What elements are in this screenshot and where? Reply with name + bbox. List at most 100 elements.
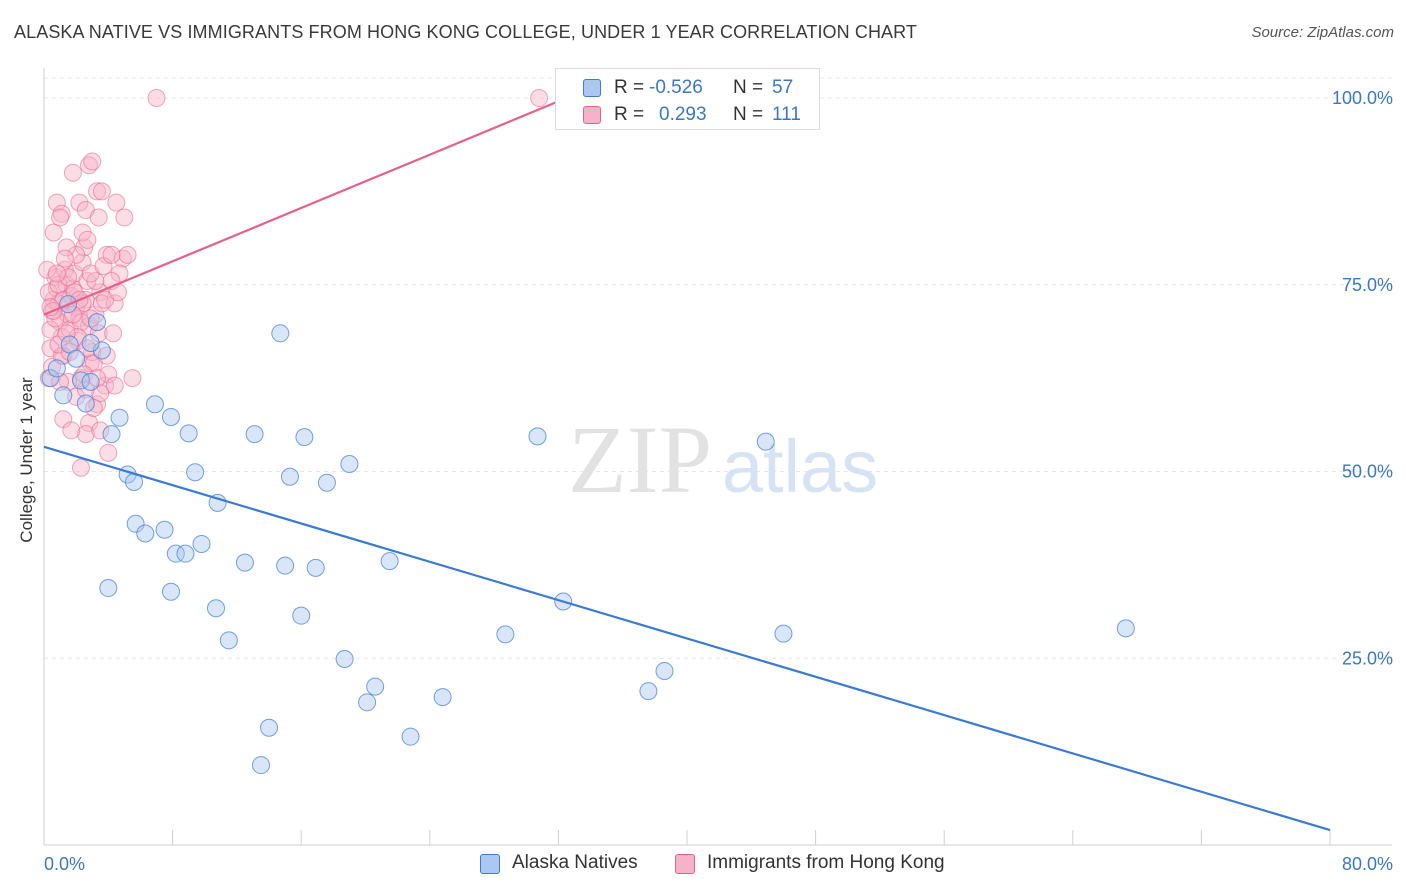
series-alaska-natives-points [41, 295, 1135, 775]
data-point-hong-kong [38, 260, 57, 279]
data-point-alaska-native [260, 718, 279, 737]
data-point-hong-kong [91, 421, 110, 440]
data-point-alaska-native [176, 544, 195, 563]
data-point-alaska-native [1116, 619, 1135, 638]
data-point-hong-kong [78, 339, 97, 358]
trend-lines [43, 96, 1331, 832]
data-point-alaska-native [774, 624, 793, 643]
data-point-alaska-native [136, 524, 155, 543]
data-point-alaska-native [292, 606, 311, 625]
data-point-hong-kong [51, 208, 70, 227]
data-point-hong-kong [57, 238, 76, 257]
data-point-alaska-native [41, 369, 60, 388]
data-point-hong-kong [105, 294, 124, 313]
data-point-alaska-native [280, 467, 299, 486]
legend-n-label: N = [733, 77, 764, 98]
data-point-alaska-native [166, 544, 185, 563]
data-point-alaska-native [276, 556, 295, 575]
data-point-alaska-native [358, 693, 377, 712]
data-point-hong-kong [63, 305, 82, 324]
axes [43, 68, 1392, 846]
data-point-alaska-native [271, 324, 290, 343]
data-point-hong-kong [107, 193, 126, 212]
data-point-hong-kong [102, 245, 121, 264]
legend-swatch-blue [583, 79, 601, 97]
data-point-alaska-native [380, 552, 399, 571]
legend-swatch-pink [583, 106, 601, 124]
data-point-alaska-native [528, 427, 547, 446]
legend-row-alaska: R = -0.526 N = 57 [556, 73, 819, 101]
data-point-hong-kong [44, 223, 63, 242]
data-point-hong-kong [92, 182, 111, 201]
data-point-hong-kong [62, 421, 81, 440]
data-point-hong-kong [49, 275, 68, 294]
source-label: Source: ZipAtlas.com [1251, 24, 1394, 41]
data-point-hong-kong [88, 182, 107, 201]
data-point-alaska-native [99, 579, 118, 598]
data-point-hong-kong [51, 372, 70, 391]
data-point-alaska-native [756, 432, 775, 451]
data-point-alaska-native [208, 493, 227, 512]
legend-n-label: N = [733, 104, 764, 125]
data-point-hong-kong [55, 249, 74, 268]
data-point-alaska-native [88, 313, 107, 332]
legend-swatch-blue [480, 854, 500, 874]
data-point-alaska-native [496, 625, 515, 644]
data-point-alaska-native [81, 372, 100, 391]
legend-r-value: -0.526 [649, 77, 703, 98]
data-point-alaska-native [102, 425, 121, 444]
chart-title: ALASKA NATIVE VS IMMIGRANTS FROM HONG KO… [14, 22, 918, 42]
data-point-alaska-native [179, 424, 198, 443]
y-tick-label: 75.0% [1342, 275, 1393, 295]
data-point-alaska-native [161, 407, 180, 426]
data-point-hong-kong [147, 89, 166, 107]
data-point-alaska-native [47, 359, 66, 378]
series-legend: Alaska Natives Immigrants from Hong Kong [0, 852, 1406, 878]
data-point-alaska-native [155, 520, 174, 539]
data-point-alaska-native [145, 395, 164, 414]
data-point-hong-kong [63, 163, 82, 182]
data-point-hong-kong [47, 193, 66, 212]
data-point-alaska-native [306, 558, 325, 577]
y-tick-label: 50.0% [1342, 462, 1393, 482]
data-point-alaska-native [366, 677, 385, 696]
watermark-zip: ZIP [568, 406, 712, 513]
data-point-alaska-native [219, 631, 238, 650]
data-point-alaska-native [317, 473, 336, 492]
data-point-alaska-native [340, 455, 359, 474]
data-point-alaska-native [245, 425, 264, 444]
data-point-alaska-native [433, 688, 452, 707]
correlation-legend: R = -0.526 N = 57 R = 0.293 N = 111 [555, 68, 820, 130]
data-point-hong-kong [71, 458, 90, 477]
data-point-hong-kong [47, 264, 66, 283]
data-point-hong-kong [57, 324, 76, 343]
data-point-alaska-native [207, 599, 226, 618]
data-point-hong-kong [59, 268, 78, 287]
data-point-alaska-native [76, 394, 95, 413]
data-point-hong-kong [83, 152, 102, 171]
data-point-hong-kong [99, 443, 118, 462]
watermark-atlas: atlas [722, 425, 878, 508]
data-point-hong-kong [89, 208, 108, 227]
data-point-alaska-native [655, 661, 674, 680]
x-tick-label-min: 0.0% [44, 854, 85, 874]
data-point-hong-kong [76, 425, 95, 444]
data-point-hong-kong [67, 245, 86, 264]
data-point-alaska-native [81, 334, 100, 353]
data-point-hong-kong [99, 365, 118, 384]
x-tick-label-max: 80.0% [1342, 854, 1393, 874]
data-point-hong-kong [60, 342, 79, 361]
data-point-alaska-native [401, 727, 420, 746]
data-point-alaska-native [186, 463, 205, 482]
data-point-hong-kong [530, 89, 549, 107]
data-point-hong-kong [104, 324, 123, 343]
data-point-alaska-native [335, 649, 354, 668]
data-point-hong-kong [78, 230, 97, 249]
legend-item-label: Immigrants from Hong Kong [707, 852, 945, 873]
data-point-alaska-native [71, 371, 90, 390]
legend-row-hong-kong: R = 0.293 N = 111 [556, 100, 819, 128]
data-point-alaska-native [295, 428, 314, 447]
y-tick-label: 25.0% [1342, 648, 1393, 668]
trend-line-alaska-natives [43, 445, 1331, 832]
